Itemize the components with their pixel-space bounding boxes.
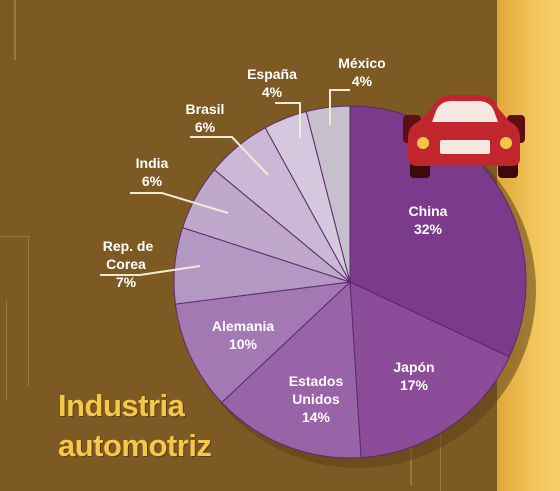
pie-slice-china <box>349 105 527 358</box>
label-mexico-name: México <box>338 55 385 71</box>
label-corea-value: 7% <box>116 274 137 290</box>
label-espana-name: España <box>247 66 297 82</box>
label-alemania-name: Alemania <box>212 318 274 334</box>
leader-line-espana <box>275 102 301 138</box>
pie-slices <box>173 105 527 459</box>
label-estados-unidos-line1: Estados <box>289 373 344 389</box>
label-brasil-value: 6% <box>195 119 216 135</box>
label-india-name: India <box>136 155 169 171</box>
divider-line <box>14 0 16 60</box>
label-alemania-value: 10% <box>229 336 258 352</box>
chart-title-line2: automotriz <box>58 428 212 463</box>
slice-labels: México 4% España 4% Brasil 6% India 6% R… <box>103 55 448 425</box>
label-brasil-name: Brasil <box>186 101 225 117</box>
label-japon-name: Japón <box>393 359 434 375</box>
leader-line-brasil <box>190 136 269 176</box>
label-china-value: 32% <box>414 221 443 237</box>
label-china-name: China <box>409 203 448 219</box>
pie-slice-estados-unidos <box>220 280 362 459</box>
label-india-value: 6% <box>142 173 163 189</box>
label-corea-name-line1: Rep. de <box>103 238 154 254</box>
chart-title-line1: Industria <box>58 388 185 423</box>
pie-slice-alemania <box>174 281 352 404</box>
label-japon-value: 17% <box>400 377 429 393</box>
chart-title: Industria automotriz <box>58 386 212 466</box>
leader-line-corea <box>100 265 201 276</box>
label-mexico-value: 4% <box>352 73 373 89</box>
label-espana-value: 4% <box>262 84 283 100</box>
leader-line-mexico <box>329 89 350 125</box>
label-estados-unidos-line2: Unidos <box>292 391 340 407</box>
label-corea-name-line2: Corea <box>106 256 146 272</box>
divider-line <box>28 236 29 386</box>
car-icon <box>403 95 525 178</box>
divider-line <box>6 300 7 400</box>
leader-lines <box>100 89 350 276</box>
divider-line <box>0 236 30 237</box>
pie-slice-japon <box>349 281 510 459</box>
label-estados-unidos-value: 14% <box>302 409 331 425</box>
leader-line-india <box>130 192 229 214</box>
pie-slice-mexico <box>305 105 351 283</box>
